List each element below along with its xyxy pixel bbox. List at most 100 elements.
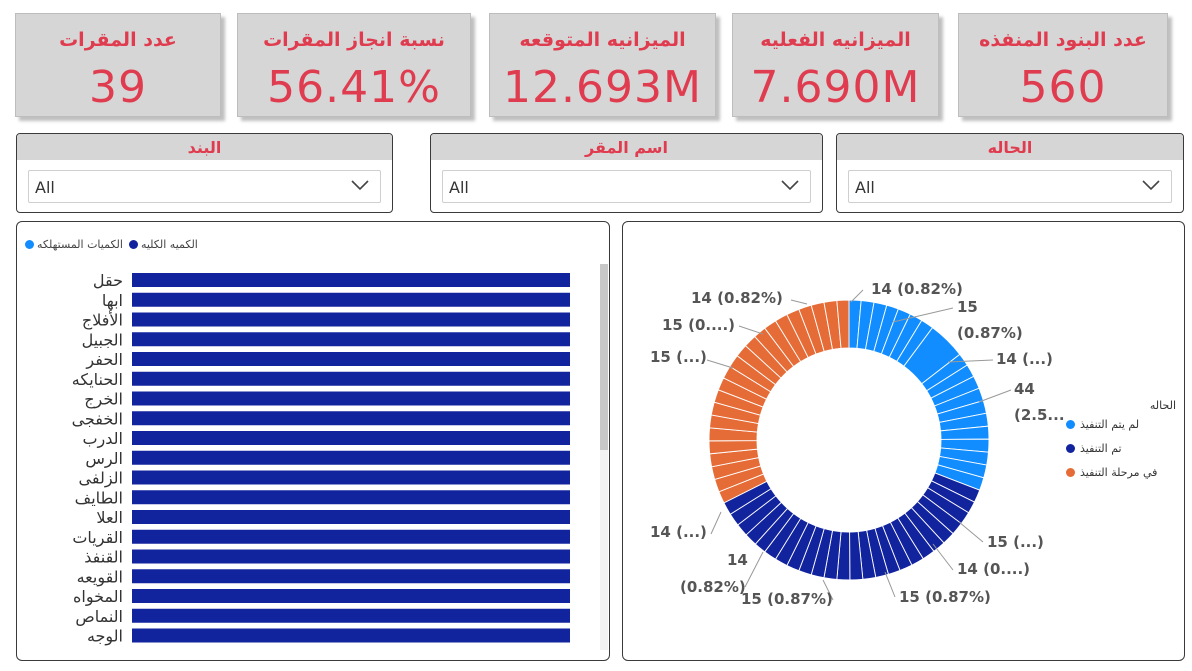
bar-chart-scrollbar[interactable] [600, 264, 608, 650]
kpi-title: نسبة انجاز المقرات [263, 29, 445, 51]
legend-item-not-executed[interactable]: لم يتم التنفيذ [1066, 418, 1184, 431]
category-label: القنفذ [84, 548, 123, 567]
bar[interactable] [132, 391, 570, 406]
bar[interactable] [132, 569, 570, 584]
legend-item-consumed[interactable]: الكميات المستهلكه [25, 238, 123, 251]
donut-legend: الحاله لم يتم التنفيذ تم التنفيذ في مرحل… [1066, 399, 1184, 490]
leader-line [738, 325, 764, 335]
data-label: 44 [1014, 380, 1035, 398]
kpi-card-executed-items: عدد البنود المنفذه 560 [958, 13, 1168, 117]
slicer-title: الحاله [837, 134, 1183, 160]
bar[interactable] [132, 529, 570, 544]
data-label: 14 (...) [996, 350, 1053, 368]
kpi-title: الميزانيه الفعليه [760, 29, 911, 51]
kpi-card-expected-budget: الميزانيه المتوقعه 12.693M [489, 13, 716, 117]
dropdown-value: All [35, 178, 55, 197]
legend-dot-icon [1066, 468, 1075, 477]
bar[interactable] [132, 490, 570, 505]
leader-line [958, 521, 984, 543]
bar[interactable] [132, 589, 570, 603]
bar[interactable] [132, 371, 570, 386]
bar[interactable] [132, 292, 570, 307]
slicer-title: اسم المقر [431, 134, 822, 160]
legend-label: في مرحلة التنفيذ [1080, 466, 1158, 479]
legend-label: الكميات المستهلكه [37, 238, 123, 251]
leader-line [884, 571, 896, 598]
category-label: الدرب [82, 429, 123, 449]
data-label: 14 (0.82%) [691, 289, 783, 307]
scrollbar-thumb[interactable] [600, 264, 608, 450]
category-label: حقل [93, 271, 123, 290]
category-label: الحفر [85, 350, 123, 370]
donut-slice[interactable] [836, 299, 850, 349]
bar-chart: حقلابهاالأفلاجالجبيلالحفرالحنايكهالخرجال… [72, 271, 570, 647]
data-label: 14 (0.82%) [871, 280, 963, 298]
bar[interactable] [132, 608, 570, 623]
bar[interactable] [132, 332, 570, 347]
dropdown-value: All [449, 178, 469, 197]
category-label: العلا [96, 508, 123, 527]
kpi-card-sites-count: عدد المقرات 39 [15, 13, 221, 117]
item-dropdown[interactable]: All [28, 170, 381, 203]
legend-label: تم التنفيذ [1080, 442, 1122, 455]
bar[interactable] [132, 312, 570, 327]
slicer-item: البند All [16, 133, 393, 213]
data-label: 14 [727, 551, 748, 569]
category-label: الأفلاج [82, 310, 123, 331]
chevron-down-icon [1142, 180, 1160, 191]
bar-chart-panel: الكميه الكليه الكميات المستهلكه حقل ابها ا… [16, 221, 610, 661]
bar[interactable] [132, 431, 570, 445]
bar[interactable] [132, 450, 570, 465]
status-dropdown[interactable]: All [848, 170, 1172, 203]
site-name-dropdown[interactable]: All [442, 170, 811, 203]
leader-line [850, 289, 864, 303]
legend-dot-icon [128, 240, 138, 249]
leader-line [790, 299, 808, 305]
slicer-status: الحاله All [836, 133, 1184, 213]
leader-line [947, 359, 994, 363]
dropdown-value: All [855, 178, 875, 197]
data-label: 15 [957, 298, 978, 316]
slicer-site-name: اسم المقر All [430, 133, 823, 213]
kpi-title: الميزانيه المتوقعه [519, 29, 686, 51]
legend-title: الحاله [1149, 399, 1176, 412]
bar[interactable] [132, 411, 570, 426]
bar[interactable] [132, 470, 570, 485]
legend-item-executed[interactable]: تم التنفيذ [1066, 442, 1184, 455]
category-label: الوجه [87, 627, 123, 647]
data-label: 14 (0....) [957, 560, 1030, 578]
data-label: 15 (0.87%) [741, 590, 833, 608]
kpi-card-actual-budget: الميزانيه الفعليه 7.690M [732, 13, 939, 117]
donut-chart-panel: 14 (0.82%) 15 (0.87%) 14 (...) 44 (2.5... 15 (… [622, 221, 1185, 661]
kpi-value: 7.690M [750, 62, 921, 113]
leader-line [744, 551, 764, 588]
data-label: (0.87%) [957, 324, 1023, 342]
category-label: القويعه [77, 567, 123, 587]
leader-line [822, 579, 834, 601]
bar[interactable] [132, 628, 570, 643]
data-label: (2.5... [1014, 406, 1065, 424]
legend-item-in-progress[interactable]: في مرحلة التنفيذ [1066, 466, 1184, 479]
category-label: الطايف [75, 488, 123, 507]
leader-line [978, 389, 1012, 403]
legend-dot-icon [25, 240, 34, 249]
bar[interactable] [132, 273, 570, 287]
data-label: 15 (...) [650, 348, 707, 366]
category-label: الرس [85, 449, 123, 469]
data-label: 15 (0....) [662, 316, 735, 334]
kpi-value: 12.693M [503, 62, 702, 113]
category-label: النماص [75, 607, 123, 627]
leader-line [892, 307, 954, 323]
category-label: الخفجى [72, 409, 123, 428]
legend-dot-icon [1066, 444, 1075, 453]
bar-legend: الكميه الكليه الكميات المستهلكه [25, 238, 198, 251]
bar[interactable] [132, 510, 570, 524]
leader-line [932, 543, 954, 571]
legend-item-total[interactable]: الكميه الكليه [128, 238, 198, 251]
category-label: الزلفى [79, 469, 123, 489]
bar[interactable] [132, 352, 570, 366]
slicer-title: البند [17, 134, 392, 160]
kpi-value: 39 [89, 62, 147, 113]
legend-label: الكميه الكليه [140, 238, 198, 251]
bar[interactable] [132, 549, 570, 564]
